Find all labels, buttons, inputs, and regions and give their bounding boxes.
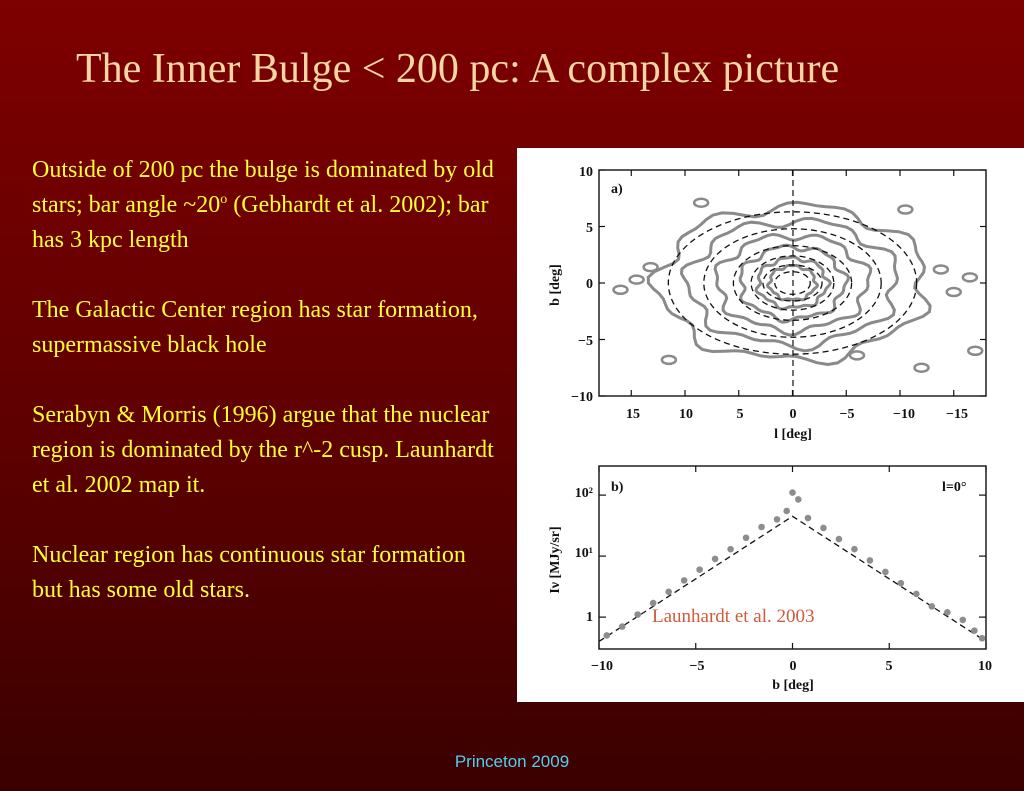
- observed-contour: [738, 243, 851, 324]
- data-point: [851, 545, 858, 553]
- panel-b-ytick: 10¹: [575, 546, 593, 561]
- degree-superscript: o: [220, 192, 228, 207]
- data-point: [820, 524, 827, 532]
- panel-b-ylabel: Iν [MJy/sr]: [548, 526, 563, 593]
- observed-contour-blob: [897, 204, 914, 215]
- observed-contour-blob: [692, 197, 710, 209]
- panel-a-ticks: [599, 169, 986, 397]
- panel-a-xtick: 10: [679, 407, 693, 422]
- panel-b-points: [603, 489, 986, 642]
- panel-b-ytick: 1: [586, 610, 593, 625]
- data-point: [680, 577, 688, 584]
- panel-b-ticks: [598, 466, 987, 649]
- observed-contour-blob: [848, 350, 866, 361]
- data-point: [913, 590, 920, 598]
- model-contour: [667, 211, 918, 355]
- panel-b-xtick: 10: [978, 659, 992, 674]
- data-point: [618, 623, 626, 630]
- data-point: [835, 535, 843, 543]
- panel-b-xtick: 5: [886, 659, 893, 674]
- data-point: [804, 514, 812, 522]
- panel-b-profile: −10 −5 0 5 10 10² 10¹ 1 b) l=0° b [deg] …: [548, 465, 992, 693]
- model-contour: [732, 245, 853, 321]
- observed-contour: [679, 216, 900, 353]
- data-point: [944, 608, 951, 616]
- bullet-galactic-center: The Galactic Center region has star form…: [32, 297, 478, 358]
- model-contour: [703, 228, 882, 338]
- slide-title: The Inner Bulge < 200 pc: A complex pict…: [76, 46, 840, 92]
- bullet-list: Outside of 200 pc the bulge is dominated…: [32, 153, 502, 608]
- bullet-1-text: Outside of 200 pc the bulge is dominated…: [32, 157, 494, 218]
- data-point: [897, 579, 905, 587]
- panel-b-xlabel: b [deg]: [772, 678, 814, 693]
- panel-a-contour-map: 15 10 5 0 −5 −10 −15 10 5 0 −5 −10 a) l …: [548, 165, 987, 442]
- observed-contour-blob: [961, 272, 979, 283]
- panel-a-xtick: 5: [737, 407, 744, 422]
- panel-b-xtick: −5: [690, 659, 705, 674]
- data-point: [959, 616, 967, 624]
- bullet-bulge-stars: Outside of 200 pc the bulge is dominated…: [32, 153, 502, 258]
- panel-a-xtick: −10: [893, 407, 915, 422]
- data-point: [742, 534, 750, 542]
- panel-a-ylabel: b [deg]: [548, 264, 563, 306]
- panel-a-ytick: 10: [579, 165, 593, 180]
- footer-text: Princeton 2009: [454, 752, 570, 771]
- panel-a-ytick: −5: [578, 334, 593, 349]
- panel-a-tag: a): [611, 182, 623, 197]
- panel-a-xtick: 15: [626, 407, 640, 422]
- data-point: [978, 634, 986, 642]
- data-point: [649, 599, 657, 607]
- panel-a-xtick: 0: [790, 407, 797, 422]
- data-point: [928, 603, 936, 610]
- data-point: [866, 557, 874, 564]
- panel-a-xtick: −15: [946, 407, 968, 422]
- panel-a-xlabel: l [deg]: [774, 427, 812, 442]
- panel-a-ytick: −10: [571, 390, 593, 405]
- data-point: [603, 632, 611, 639]
- observed-contour-blob: [967, 345, 984, 357]
- panel-a-ytick: 0: [586, 277, 593, 292]
- observed-contour-blob: [660, 354, 678, 366]
- observed-contour-blob: [913, 362, 930, 373]
- data-point: [789, 489, 796, 496]
- observed-contour-blob: [612, 284, 629, 296]
- bullet-1-text-end: (Gebhardt et al. 2002); bar has 3 kpc le…: [32, 192, 489, 253]
- observed-contour: [646, 200, 932, 367]
- observed-contour-blob: [932, 264, 950, 275]
- observed-contour-blob: [642, 261, 659, 273]
- panel-a-contours: [612, 197, 984, 373]
- panel-a-ytick: 5: [586, 221, 593, 236]
- bullet-nuclear-star-formation: Nuclear region has continuous star forma…: [32, 542, 466, 603]
- bullet-nuclear-cusp: Serabyn & Morris (1996) argue that the n…: [32, 402, 494, 498]
- panel-b-xtick: −10: [591, 659, 613, 674]
- data-point: [727, 545, 734, 553]
- data-point: [711, 555, 719, 563]
- panel-b-ytick: 10²: [575, 486, 593, 501]
- data-point: [795, 496, 802, 503]
- figure-svg: 15 10 5 0 −5 −10 −15 10 5 0 −5 −10 a) l …: [548, 165, 992, 693]
- panel-b-note: l=0°: [942, 480, 966, 495]
- panel-b-model-line: [598, 515, 987, 642]
- data-point: [773, 516, 781, 523]
- panel-b-tag: b): [611, 480, 624, 495]
- observed-contour: [713, 232, 873, 337]
- data-point: [971, 627, 978, 634]
- observed-contour: [754, 255, 833, 311]
- data-point: [696, 566, 703, 573]
- figure-credit: Launhardt et al. 2003: [652, 606, 815, 627]
- data-point: [783, 507, 790, 515]
- data-point: [634, 611, 641, 618]
- observed-contour-blob: [945, 286, 962, 298]
- data-point: [882, 568, 889, 576]
- panel-a-xtick: −5: [840, 407, 855, 422]
- data-point: [758, 523, 765, 531]
- observed-contour-blob: [628, 274, 645, 285]
- data-point: [665, 588, 672, 596]
- figure-launhardt: 15 10 5 0 −5 −10 −15 10 5 0 −5 −10 a) l …: [517, 148, 1024, 702]
- panel-b-xtick: 0: [790, 659, 797, 674]
